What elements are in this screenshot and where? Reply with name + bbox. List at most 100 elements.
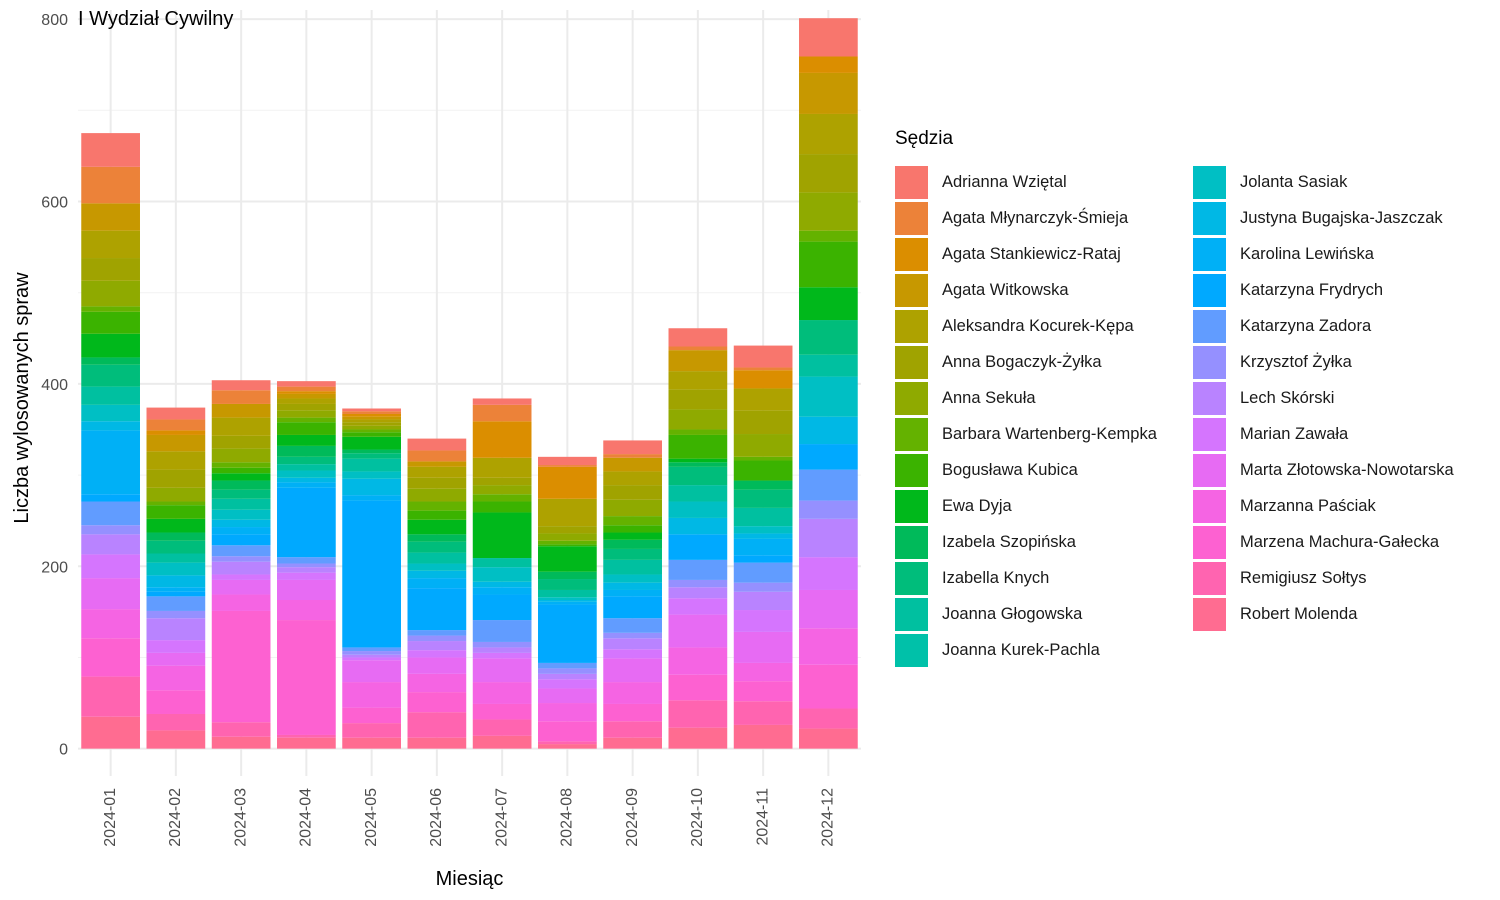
bar-segment [603,516,662,526]
bar-segment [603,638,662,650]
bar-segment [277,487,336,558]
y-tick-label: 200 [41,559,68,576]
bar-segment [81,609,140,639]
legend-item: Anna Bogaczyk-Żyłka [895,344,1193,380]
bar-segment [799,192,858,231]
bar-segment [668,346,728,351]
bar-segment [81,525,140,535]
legend-item: Aleksandra Kocurek-Kępa [895,308,1193,344]
bar-segment [277,464,336,471]
bar-segment [799,320,858,355]
legend-item: Joanna Kurek-Pachla [895,632,1193,668]
bar-segment [668,517,728,535]
bar-segment [538,465,597,467]
bar-segment [733,388,793,411]
legend-item: Ewa Dyja [895,488,1193,524]
bar-segment [146,591,206,597]
bar-segment [407,461,467,467]
bar-segment [81,501,140,526]
bar-segment [668,350,728,372]
bar-segment [472,567,532,582]
bar-segment [733,489,793,508]
bar-segment [538,498,597,527]
bar-segment [603,737,662,749]
bar-segment [733,434,793,457]
bar-segment [538,544,597,547]
y-tick-label: 800 [41,12,68,29]
bar-segment [799,728,858,749]
bar-segment [407,534,467,542]
bar-segment [342,737,401,749]
bar-segment [603,721,662,738]
bar-segment [538,673,597,680]
bar-segment [603,574,662,583]
bar-segment [603,525,662,533]
bar-segment [81,133,140,167]
bar-segment [472,421,532,458]
bar-segment [733,345,793,368]
legend-item: Lech Skórski [1193,380,1491,416]
legend-item: Izabella Knych [895,560,1193,596]
legend-label: Robert Molenda [1240,604,1358,623]
legend-label: Katarzyna Frydrych [1240,280,1384,299]
bar-segment [603,589,662,597]
bar-segment [211,722,271,737]
bar-segment [538,744,597,749]
bar-segment [538,601,597,605]
legend-title: Sędzia [895,128,954,149]
bar-segment [538,679,597,689]
bar-segment [668,587,728,599]
bar-segment [472,558,532,568]
bar-segment [277,620,336,735]
legend-item: Barbara Wartenberg-Kempka [895,416,1193,452]
bar-segment [211,509,271,520]
bar-segment [211,480,271,490]
bar-segment [81,306,140,312]
bar-segment [668,559,728,580]
bar-segment [799,708,858,729]
bar-segment [277,393,336,399]
bar-segment [799,376,858,417]
bar-segment [407,570,467,579]
x-tick-label: 2024-10 [689,788,706,847]
x-axis-title: Miesiąc [436,868,504,890]
bar-segment [277,600,336,621]
legend-swatch [1193,309,1226,343]
bar-segment [407,588,467,631]
bar-segment [603,559,662,575]
bar-segment [733,367,793,371]
bar-segment [211,467,271,474]
bar-segment [538,688,597,704]
legend-label: Anna Sekuła [942,388,1036,407]
bar-segment [407,450,467,462]
legend-label: Katarzyna Zadora [1240,316,1372,335]
bar-segment [211,519,271,528]
bar-segment [81,280,140,307]
bar-segment [733,562,793,583]
bar-segment [603,703,662,722]
bar-segment [211,561,271,575]
bar-segment [211,462,271,468]
bar-segment [538,662,597,669]
bar-segment [81,357,140,365]
legend-swatch [1193,561,1226,595]
bar-segment [733,591,793,611]
bar-segment [603,632,662,639]
bar-segment [342,408,401,412]
bar-segment [472,641,532,648]
legend-swatch [1193,381,1226,415]
bar-segment [277,381,336,387]
bar-segment [342,707,401,724]
bar-segment [81,554,140,579]
bar-segment [538,571,597,580]
legend-swatch [895,525,928,559]
bar-segment [407,501,467,511]
bar-segment [407,635,467,642]
bar-segment [799,664,858,709]
bar-segment [603,649,662,659]
legend-label: Izabela Szopińska [942,532,1076,551]
bar-segment [472,404,532,422]
bar-segment [799,18,858,57]
bar-segment [407,519,467,535]
bar-segment [342,416,401,420]
